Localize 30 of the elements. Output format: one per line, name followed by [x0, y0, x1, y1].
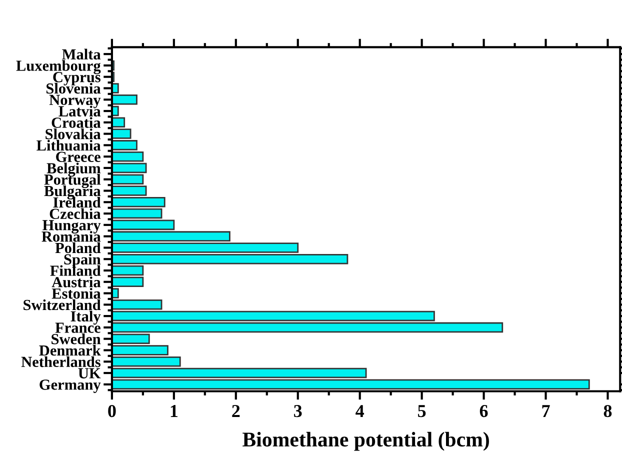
x-tick-label: 1 — [170, 405, 178, 417]
y-tick-label: Austria — [52, 276, 101, 288]
y-tick-label: Croatia — [52, 117, 101, 128]
x-tick-label: 6 — [480, 405, 488, 418]
y-tick-label: France — [55, 322, 100, 333]
y-tick-label: Malta — [62, 48, 101, 60]
y-tick-label: Czechia — [50, 208, 101, 219]
y-tick-label: Slovakia — [46, 128, 101, 140]
y-tick-label: Greece — [56, 152, 100, 162]
x-tick-label: 4 — [356, 405, 364, 417]
y-tick-label: Romania — [42, 231, 101, 242]
y-tick-label: Estonia — [52, 288, 101, 299]
x-tick-label: 0 — [108, 404, 116, 418]
x-tick-label: 2 — [232, 405, 240, 417]
x-tick-label: 5 — [418, 405, 426, 418]
y-tick-label: Italy — [70, 310, 101, 325]
y-tick-label: Luxembourg — [16, 60, 101, 74]
y-tick-label: Lithuania — [36, 140, 101, 151]
x-tick-label: 7 — [542, 405, 550, 417]
y-tick-label: Netherlands — [21, 356, 100, 368]
x-tick-label: 8 — [604, 404, 612, 418]
y-tick-label: Denmark — [39, 344, 101, 356]
y-tick-label: Poland — [55, 242, 101, 254]
y-tick-label: Switzerland — [24, 299, 101, 310]
y-tick-label: Sweden — [52, 334, 101, 344]
y-tick-label: Hungary — [42, 220, 101, 234]
x-axis-title: Biomethane potential (bcm) — [242, 432, 489, 451]
y-tick-label: UK — [78, 368, 101, 378]
y-tick-label: Germany — [40, 380, 101, 393]
x-tick-label: 3 — [294, 405, 302, 418]
